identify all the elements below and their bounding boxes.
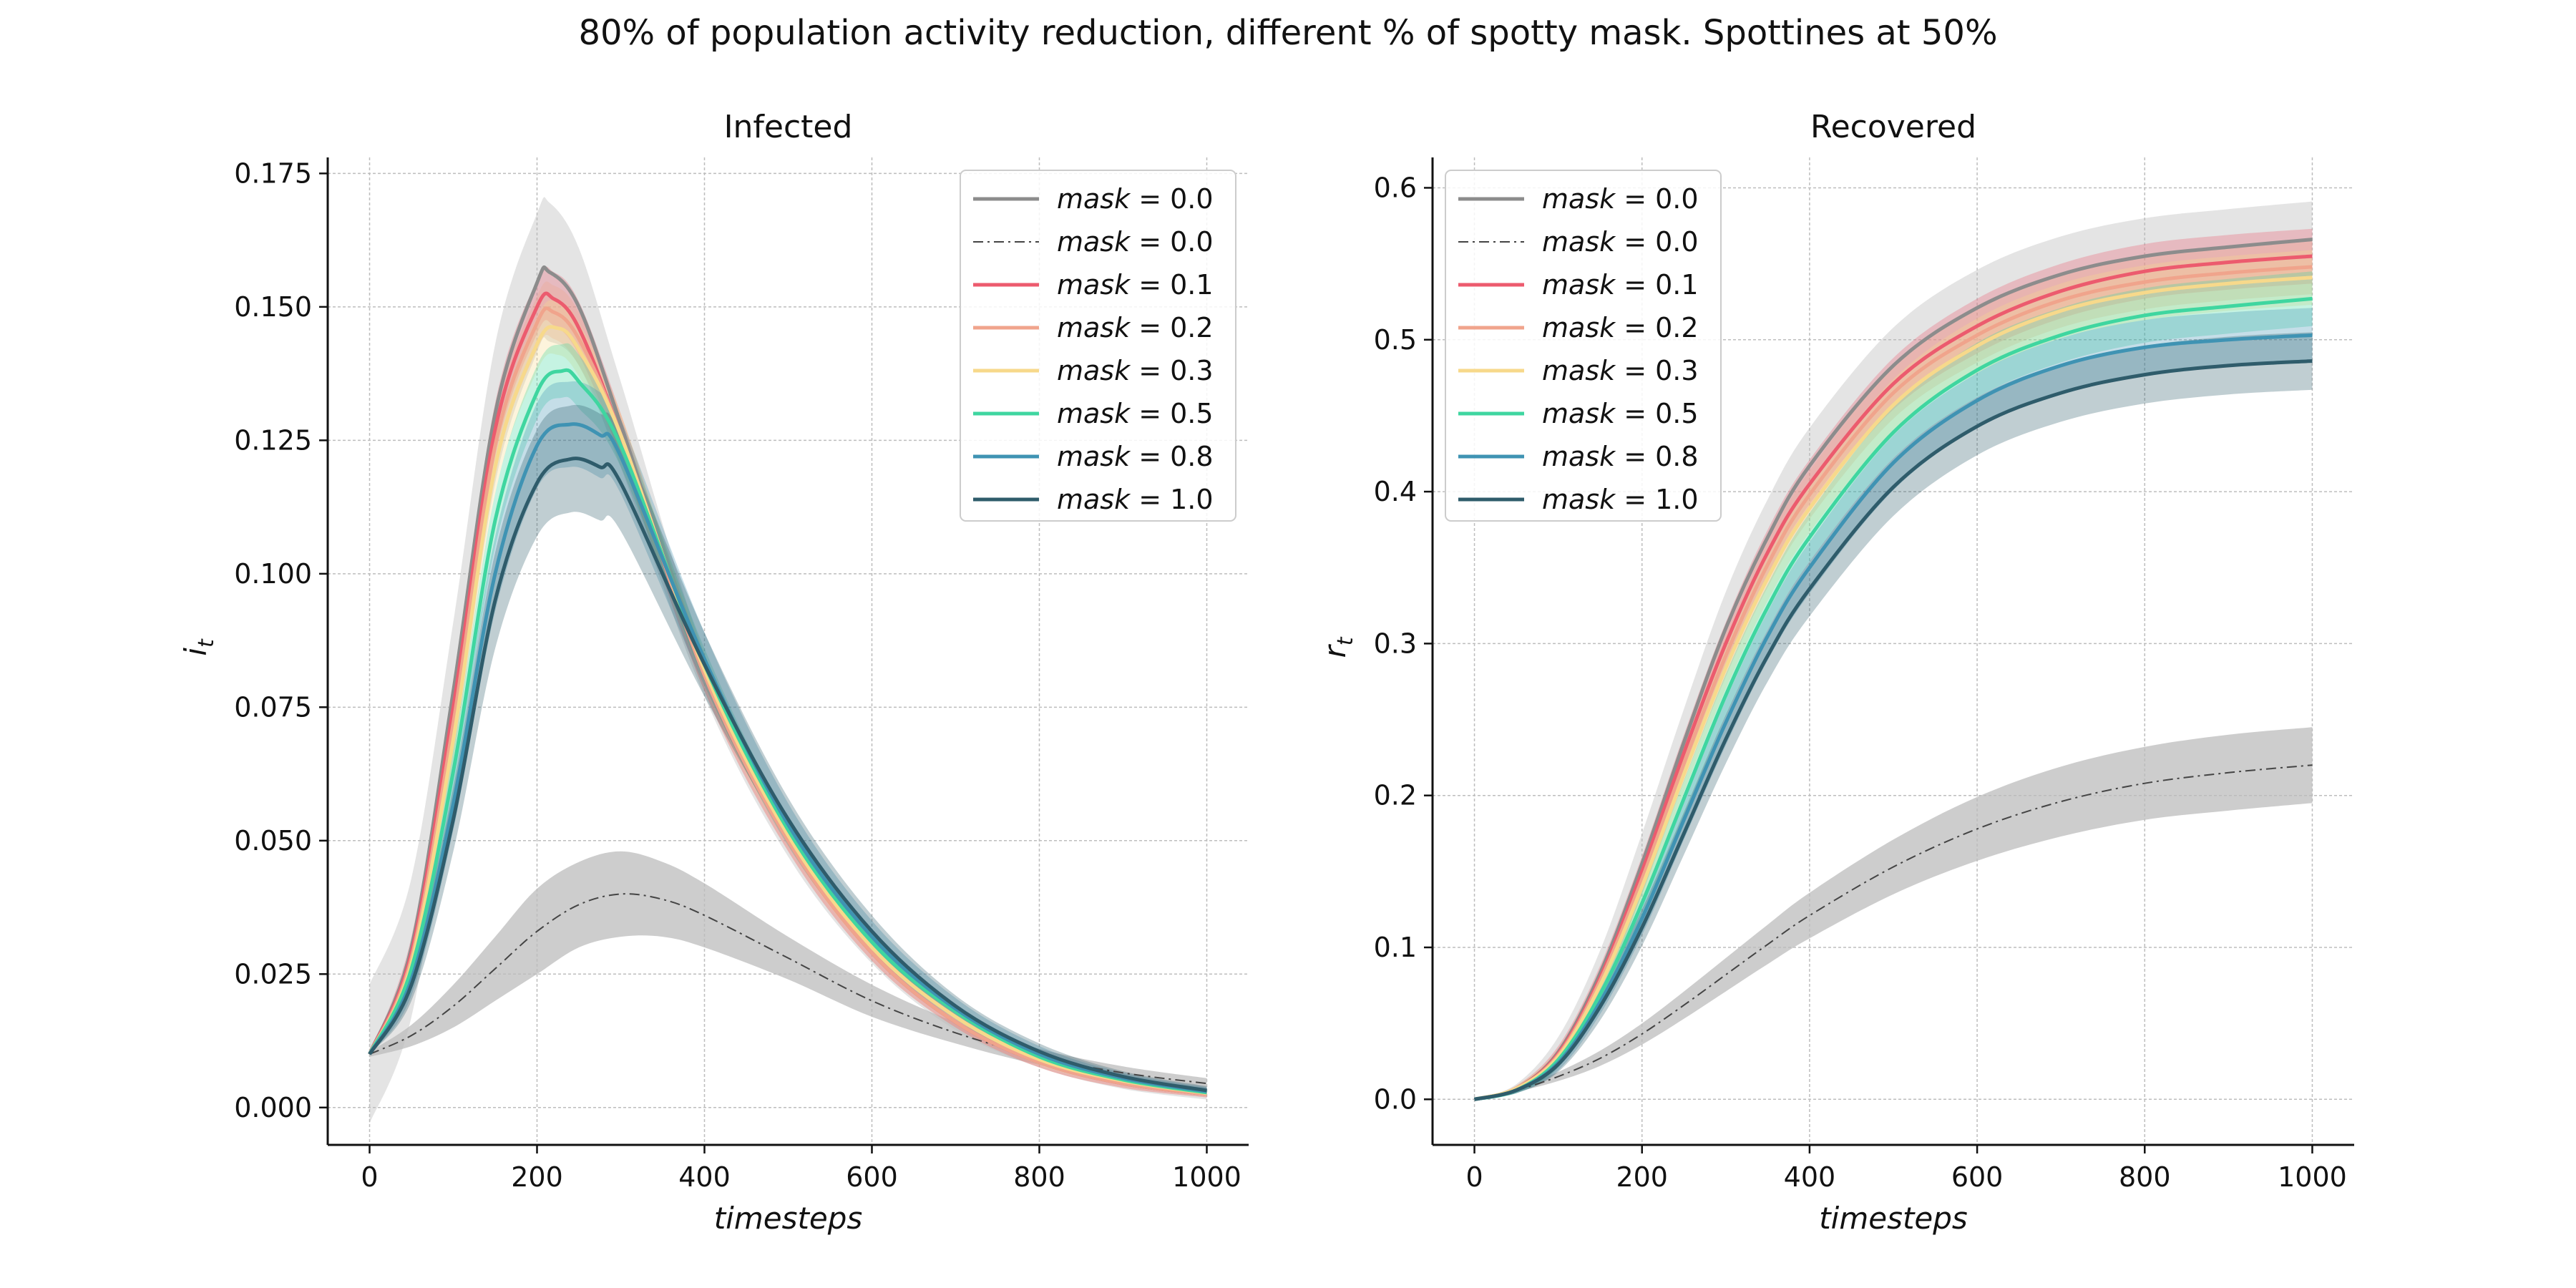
plot-area: [1473, 201, 2313, 1101]
panel-title-1: Recovered: [1810, 109, 1976, 145]
legend-label-3: mask = 0.2: [1057, 312, 1214, 343]
x-tick-label-0: 0: [1465, 1161, 1483, 1193]
y-tick-label-3: 0.075: [234, 691, 312, 723]
series-band-4: [1474, 250, 2313, 1100]
plot-area: [368, 197, 1207, 1124]
legend-1: mask = 0.0 mask = 0.0 mask = 0.1 mask = 0.2…: [1445, 170, 1722, 522]
x-tick-label-0: 0: [361, 1161, 378, 1193]
x-axis-label-0: timesteps: [714, 1201, 863, 1236]
legend-0: mask = 0.0 mask = 0.0 mask = 0.1 mask = 0.2…: [960, 170, 1236, 522]
x-tick-label-4: 800: [2119, 1161, 2171, 1193]
series-line-6: [1473, 333, 2313, 1101]
series-band-1: [369, 851, 1207, 1089]
chart-panel-1: 0 200 400 600 800 1000 0.0 0.1 0.2 0.3 0.4 0.5 0.6 Re…: [1317, 109, 2354, 1236]
x-tick-label-5: 1000: [1172, 1161, 1241, 1193]
series-band-1: [1474, 727, 2313, 1100]
series-line-3: [1473, 265, 2313, 1101]
series-line-1: [1474, 764, 2313, 1101]
legend-label-0: mask = 0.0: [1542, 183, 1699, 215]
legend-label-5: mask = 0.5: [1542, 398, 1699, 429]
legend-label-6: mask = 0.8: [1057, 441, 1214, 472]
legend-label-2: mask = 0.1: [1057, 269, 1214, 301]
y-tick-label-4: 0.100: [234, 558, 312, 590]
legend-label-7: mask = 1.0: [1057, 484, 1214, 515]
figure-suptitle: 80% of population activity reduction, di…: [578, 13, 1998, 53]
y-tick-label-0: 0.0: [1374, 1083, 1417, 1115]
series-line-4: [1473, 275, 2313, 1101]
y-axis-label-0: it: [178, 638, 219, 656]
y-tick-label-5: 0.125: [234, 424, 312, 456]
y-tick-label-0: 0.000: [234, 1092, 312, 1123]
legend-label-7: mask = 1.0: [1542, 484, 1699, 515]
y-tick-label-2: 0.2: [1374, 780, 1417, 811]
x-tick-label-1: 200: [511, 1161, 563, 1193]
series-band-0: [1474, 201, 2313, 1100]
x-axis-label-1: timesteps: [1819, 1201, 1968, 1236]
x-tick-label-5: 1000: [2278, 1161, 2347, 1193]
series-line-6: [368, 422, 1207, 1093]
series-line-4: [368, 325, 1207, 1096]
legend-label-1: mask = 0.0: [1542, 226, 1699, 258]
legend-box: [1445, 170, 1722, 522]
legend-label-4: mask = 0.3: [1542, 355, 1699, 386]
y-tick-label-6: 0.6: [1374, 172, 1417, 203]
y-tick-label-6: 0.150: [234, 291, 312, 323]
series-band-3: [1474, 239, 2313, 1100]
chart-panel-0: 0 200 400 600 800 1000 0.000 0.025 0.050 0.075 0.1…: [178, 109, 1249, 1236]
series-line-5: [368, 368, 1207, 1095]
panel-title-0: Infected: [724, 109, 853, 145]
x-tick-label-4: 800: [1013, 1161, 1065, 1193]
legend-label-3: mask = 0.2: [1542, 312, 1699, 343]
series-band-6: [1474, 308, 2313, 1100]
series-line-5: [1473, 296, 2313, 1101]
x-tick-label-2: 400: [678, 1161, 731, 1193]
x-tick-label-2: 400: [1784, 1161, 1836, 1193]
series-line-7: [1473, 359, 2313, 1101]
legend-label-1: mask = 0.0: [1057, 226, 1214, 258]
legend-box: [960, 170, 1236, 522]
y-tick-label-1: 0.025: [234, 958, 312, 990]
legend-label-5: mask = 0.5: [1057, 398, 1214, 429]
legend-label-0: mask = 0.0: [1057, 183, 1214, 215]
legend-label-2: mask = 0.1: [1542, 269, 1699, 301]
legend-label-6: mask = 0.8: [1542, 441, 1699, 472]
y-tick-label-5: 0.5: [1374, 324, 1417, 356]
series-band-5: [1474, 271, 2313, 1100]
y-tick-label-3: 0.3: [1374, 628, 1417, 659]
x-tick-label-3: 600: [846, 1161, 898, 1193]
x-tick-label-3: 600: [1951, 1161, 2004, 1193]
y-tick-label-7: 0.175: [234, 157, 312, 189]
legend-label-4: mask = 0.3: [1057, 355, 1214, 386]
series-line-7: [368, 457, 1207, 1093]
y-tick-label-2: 0.050: [234, 825, 312, 857]
y-tick-label-4: 0.4: [1374, 476, 1417, 507]
y-tick-label-1: 0.1: [1374, 932, 1417, 963]
y-axis-label-1: rt: [1317, 636, 1358, 658]
x-tick-label-1: 200: [1616, 1161, 1668, 1193]
